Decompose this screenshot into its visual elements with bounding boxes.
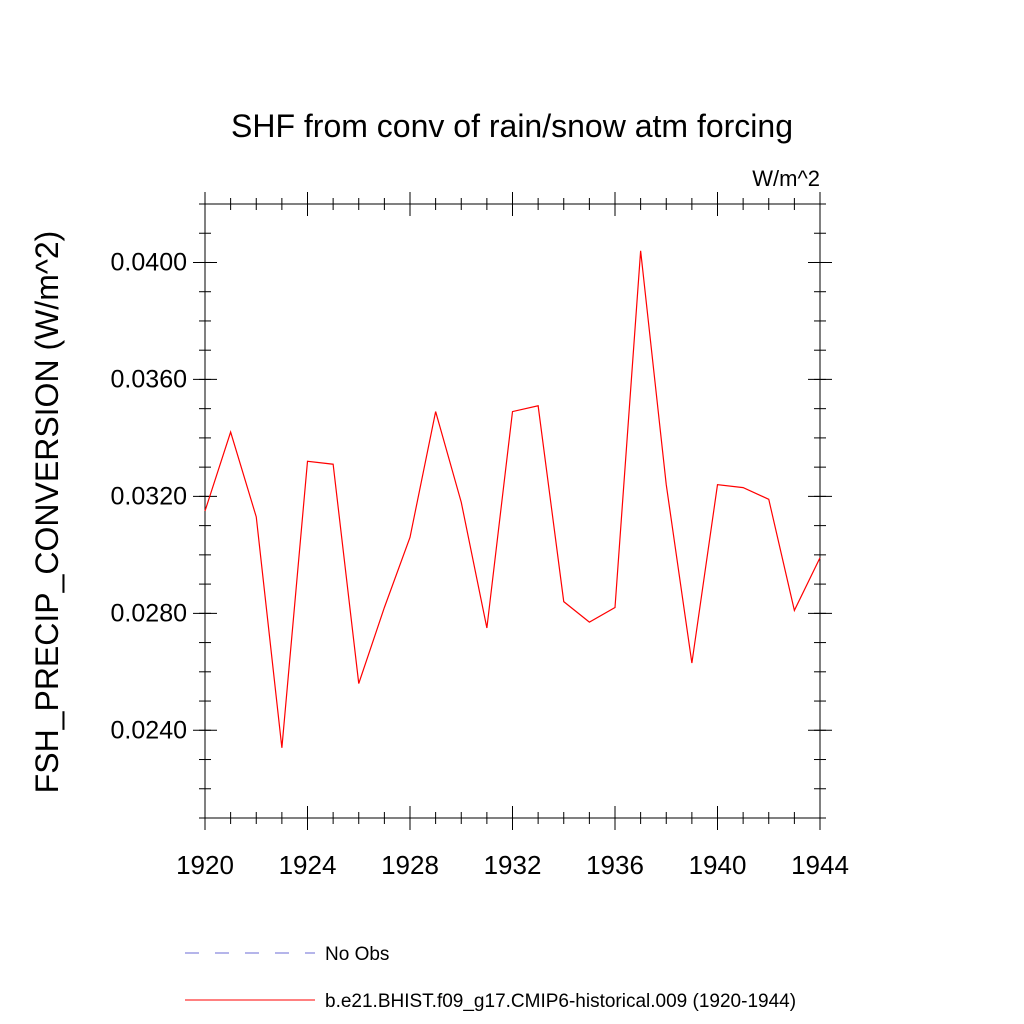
legend-label-historical: b.e21.BHIST.f09_g17.CMIP6-historical.009…	[325, 991, 796, 1012]
data-point	[357, 682, 360, 685]
legend: No Obs b.e21.BHIST.f09_g17.CMIP6-histori…	[185, 944, 796, 1012]
y-tick-label: 0.0320	[111, 482, 187, 510]
data-point	[639, 249, 642, 252]
data-point	[409, 536, 412, 539]
y-tick-label: 0.0360	[111, 365, 187, 393]
data-point	[562, 600, 565, 603]
data-point	[255, 515, 258, 518]
series-layer	[204, 249, 822, 749]
data-point	[716, 483, 719, 486]
data-point	[690, 662, 693, 665]
data-point	[332, 463, 335, 466]
data-point	[742, 486, 745, 489]
y-axis-label: FSH_PRECIP_CONVERSION (W/m^2)	[29, 231, 65, 794]
x-tick-label: 1920	[176, 850, 234, 880]
data-point	[434, 410, 437, 413]
data-point	[614, 606, 617, 609]
data-point	[767, 498, 770, 501]
chart-title: SHF from conv of rain/snow atm forcing	[231, 108, 793, 144]
data-point	[588, 621, 591, 624]
x-tick-label: 1944	[791, 850, 849, 880]
data-point	[383, 606, 386, 609]
data-point	[665, 483, 668, 486]
data-point	[460, 501, 463, 504]
x-tick-label: 1924	[279, 850, 337, 880]
tick-labels: 0.0240 0.0280 0.0320 0.0360 0.0400 1920 1924 19…	[111, 248, 849, 880]
plot-frame	[204, 203, 821, 819]
series-line	[204, 250, 821, 748]
data-point	[204, 510, 207, 513]
data-point	[306, 460, 309, 463]
units-label: W/m^2	[752, 166, 820, 191]
y-tick-label: 0.0400	[111, 248, 187, 276]
data-point	[537, 404, 540, 407]
data-point	[511, 410, 514, 413]
x-tick-label: 1932	[484, 850, 542, 880]
y-tick-label: 0.0280	[111, 599, 187, 627]
data-point	[485, 626, 488, 629]
data-point	[229, 431, 232, 434]
legend-label-no-obs: No Obs	[325, 944, 389, 965]
x-tick-label: 1940	[689, 850, 747, 880]
data-point	[793, 609, 796, 612]
axis-ticks	[193, 192, 832, 830]
data-point	[819, 556, 822, 559]
y-tick-label: 0.0240	[111, 716, 187, 744]
data-point	[280, 746, 283, 749]
x-tick-label: 1928	[381, 850, 439, 880]
x-tick-label: 1936	[586, 850, 644, 880]
